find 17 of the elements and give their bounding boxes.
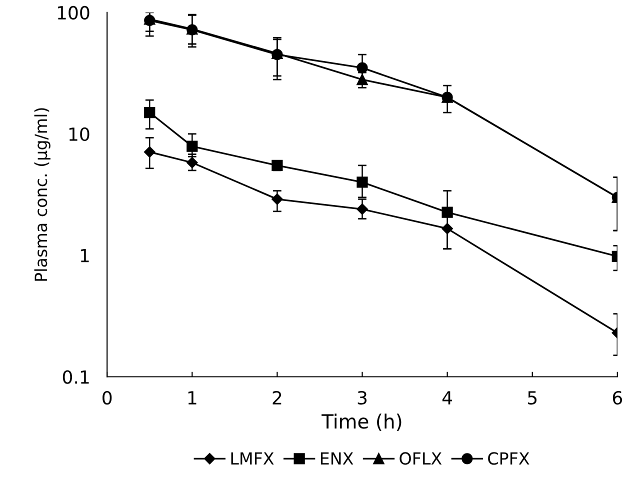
legend-label: LMFX — [231, 452, 274, 465]
x-tick-label: 6 — [612, 390, 622, 405]
y-axis-title: Plasma conc. (μg/ml) — [34, 108, 50, 281]
x-tick-label: 5 — [528, 391, 537, 405]
x-tick-label: 2 — [272, 390, 282, 404]
legend-label: ENX — [320, 452, 354, 465]
x-tick-label: 0 — [102, 390, 112, 405]
x-axis-title: Time (h) — [322, 414, 402, 432]
y-tick-label: 100 — [58, 6, 90, 20]
x-tick-label: 1 — [188, 391, 196, 404]
legend-label: OFLX — [400, 452, 442, 465]
y-tick-label: 1 — [80, 249, 89, 262]
x-tick-label: 3 — [358, 390, 367, 405]
y-tick-label: 0.1 — [62, 370, 89, 384]
y-tick-label: 10 — [69, 127, 90, 142]
x-tick-label: 4 — [442, 391, 452, 404]
legend-label: CPFX — [488, 452, 530, 465]
